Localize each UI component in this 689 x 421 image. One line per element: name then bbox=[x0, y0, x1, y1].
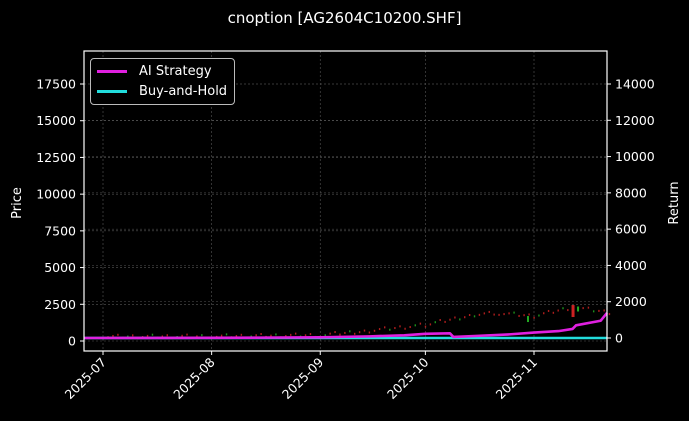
legend: AI Strategy Buy-and-Hold bbox=[90, 58, 235, 105]
y2-tick-label: 4000 bbox=[615, 258, 647, 273]
legend-item-buy-and-hold: Buy-and-Hold bbox=[97, 82, 227, 100]
y2-tick-label: 10000 bbox=[615, 149, 655, 164]
series-lines bbox=[83, 312, 609, 340]
y2-tick-label: 6000 bbox=[615, 222, 647, 237]
y-tick-label: 5000 bbox=[44, 260, 76, 275]
x-axis: 2025-07 2025-08 2025-09 2025-10 2025-11 bbox=[62, 351, 541, 403]
legend-swatch-icon bbox=[97, 89, 127, 93]
chart-title: cnoption [AG2604C10200.SHF] bbox=[227, 9, 462, 27]
y2-tick-label: 0 bbox=[615, 331, 623, 346]
y-tick-label: 12500 bbox=[36, 150, 76, 165]
y-tick-label: 17500 bbox=[36, 77, 76, 92]
x-tick-label: 2025-10 bbox=[384, 354, 432, 402]
y-tick-label: 0 bbox=[68, 334, 76, 349]
legend-label: AI Strategy bbox=[139, 63, 212, 79]
y-axis-label: Price bbox=[10, 187, 25, 219]
y2-tick-label: 8000 bbox=[615, 185, 647, 200]
legend-item-ai-strategy: AI Strategy bbox=[97, 62, 212, 80]
y2-tick-label: 2000 bbox=[615, 294, 647, 309]
y-tick-label: 15000 bbox=[36, 113, 76, 128]
x-tick-label: 2025-07 bbox=[62, 355, 110, 403]
y-tick-label: 2500 bbox=[44, 297, 76, 312]
x-tick-label: 2025-09 bbox=[279, 354, 327, 402]
x-tick-label: 2025-11 bbox=[493, 355, 541, 403]
y2-tick-label: 12000 bbox=[615, 113, 655, 128]
left-y-axis: 0 2500 5000 7500 10000 12500 15000 17500 bbox=[36, 77, 84, 349]
y-tick-label: 7500 bbox=[44, 223, 76, 238]
legend-label: Buy-and-Hold bbox=[139, 83, 228, 99]
legend-swatch-icon bbox=[97, 69, 127, 73]
y2-tick-label: 14000 bbox=[615, 77, 655, 92]
y2-axis-label: Return bbox=[667, 181, 682, 224]
x-tick-label: 2025-08 bbox=[170, 354, 218, 402]
plot-frame bbox=[83, 50, 608, 352]
right-y-axis: 0 2000 4000 6000 8000 10000 12000 14000 bbox=[607, 77, 655, 346]
price-candles bbox=[102, 305, 611, 340]
y-tick-label: 10000 bbox=[36, 187, 76, 202]
series-line-ai-strategy bbox=[83, 312, 609, 340]
